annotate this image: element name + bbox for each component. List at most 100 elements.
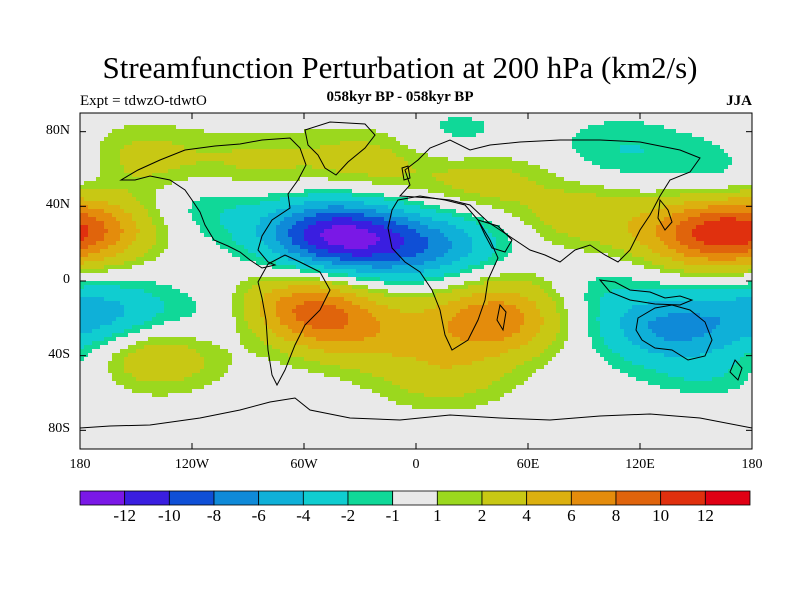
field-cell: [436, 217, 441, 222]
field-cell: [324, 225, 329, 230]
field-cell: [668, 113, 673, 118]
field-cell: [200, 137, 205, 142]
field-cell: [148, 157, 153, 162]
field-cell: [564, 121, 569, 126]
field-cell: [108, 201, 113, 206]
field-cell: [152, 213, 157, 218]
field-cell: [256, 197, 261, 202]
field-cell: [636, 165, 641, 170]
field-cell: [416, 141, 421, 146]
field-cell: [376, 161, 381, 166]
field-cell: [360, 209, 365, 214]
field-cell: [500, 205, 505, 210]
field-cell: [108, 177, 113, 182]
field-cell: [404, 225, 409, 230]
field-cell: [500, 165, 505, 170]
field-cell: [308, 205, 313, 210]
field-cell: [84, 197, 89, 202]
field-cell: [264, 189, 269, 194]
field-cell: [728, 133, 733, 138]
field-cell: [204, 193, 209, 198]
field-cell: [548, 225, 553, 230]
field-cell: [136, 197, 141, 202]
field-cell: [304, 177, 309, 182]
field-cell: [572, 209, 577, 214]
field-cell: [696, 185, 701, 190]
field-cell: [520, 133, 525, 138]
field-cell: [96, 137, 101, 142]
field-cell: [620, 153, 625, 158]
field-cell: [416, 113, 421, 118]
field-cell: [332, 169, 337, 174]
field-cell: [732, 157, 737, 162]
field-cell: [192, 133, 197, 138]
field-cell: [216, 201, 221, 206]
field-cell: [548, 161, 553, 166]
field-cell: [252, 157, 257, 162]
field-cell: [96, 201, 101, 206]
field-cell: [412, 113, 417, 118]
field-cell: [228, 113, 233, 118]
field-cell: [368, 117, 373, 122]
field-cell: [348, 113, 353, 118]
field-cell: [424, 117, 429, 122]
field-cell: [556, 145, 561, 150]
field-cell: [100, 209, 105, 214]
field-cell: [328, 117, 333, 122]
field-cell: [380, 209, 385, 214]
field-cell: [308, 229, 313, 234]
field-cell: [740, 161, 745, 166]
field-cell: [240, 149, 245, 154]
field-cell: [328, 113, 333, 118]
field-cell: [480, 197, 485, 202]
field-cell: [296, 189, 301, 194]
field-cell: [540, 125, 545, 130]
field-cell: [156, 145, 161, 150]
field-cell: [524, 145, 529, 150]
field-cell: [684, 217, 689, 222]
field-cell: [148, 153, 153, 158]
field-cell: [176, 201, 181, 206]
field-cell: [608, 165, 613, 170]
field-cell: [704, 133, 709, 138]
field-cell: [296, 209, 301, 214]
field-cell: [400, 189, 405, 194]
field-cell: [296, 213, 301, 218]
field-cell: [616, 133, 621, 138]
field-cell: [648, 201, 653, 206]
field-cell: [416, 201, 421, 206]
field-cell: [152, 185, 157, 190]
field-cell: [732, 201, 737, 206]
field-cell: [184, 149, 189, 154]
field-cell: [700, 185, 705, 190]
field-cell: [628, 157, 633, 162]
field-cell: [208, 205, 213, 210]
field-cell: [272, 181, 277, 186]
field-cell: [580, 129, 585, 134]
field-cell: [212, 209, 217, 214]
field-cell: [212, 217, 217, 222]
field-cell: [704, 193, 709, 198]
field-cell: [540, 169, 545, 174]
field-cell: [396, 229, 401, 234]
field-cell: [520, 137, 525, 142]
contour-field: [80, 113, 752, 449]
field-cell: [676, 185, 681, 190]
field-cell: [688, 217, 693, 222]
field-cell: [520, 141, 525, 146]
field-cell: [556, 189, 561, 194]
field-cell: [272, 173, 277, 178]
field-cell: [696, 209, 701, 214]
field-cell: [108, 145, 113, 150]
field-cell: [704, 209, 709, 214]
field-cell: [100, 137, 105, 142]
field-cell: [296, 117, 301, 122]
field-cell: [340, 125, 345, 130]
field-cell: [604, 145, 609, 150]
field-cell: [404, 121, 409, 126]
field-cell: [384, 229, 389, 234]
field-cell: [624, 209, 629, 214]
field-cell: [296, 173, 301, 178]
field-cell: [644, 169, 649, 174]
field-cell: [92, 153, 97, 158]
